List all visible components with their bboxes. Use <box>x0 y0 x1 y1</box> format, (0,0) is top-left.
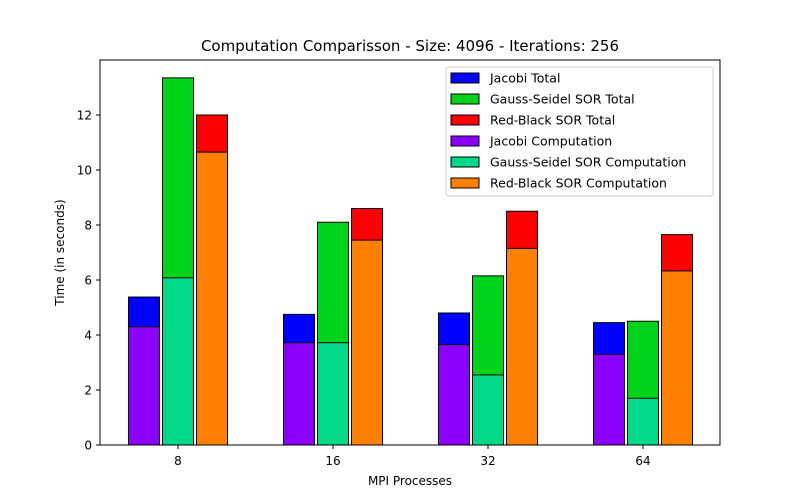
y-tick-label: 4 <box>84 329 92 343</box>
y-tick-label: 10 <box>77 164 92 178</box>
bar-red-black-sor-computation-8 <box>196 151 228 446</box>
bar-gauss-seidel-sor-computation-32 <box>472 374 504 446</box>
bar-jacobi-computation-32 <box>438 344 470 446</box>
bar-gauss-seidel-sor-computation-64 <box>627 397 659 446</box>
legend-label: Jacobi Total <box>489 71 560 86</box>
bar-jacobi-computation-16 <box>283 342 315 446</box>
y-axis: 0 2 4 6 8 10 12 <box>77 109 100 453</box>
legend-label: Red-Black SOR Total <box>490 113 615 128</box>
legend: Jacobi Total Gauss-Seidel SOR Total Red-Bl… <box>445 66 714 197</box>
x-tick-label: 64 <box>635 454 650 468</box>
y-tick-label: 12 <box>77 109 92 123</box>
plot-frame <box>99 59 721 446</box>
y-axis-label: Time (in seconds) <box>53 199 67 306</box>
legend-swatch <box>450 114 480 126</box>
x-axis: 8 16 32 64 <box>174 445 651 468</box>
y-tick-label: 6 <box>84 274 92 288</box>
legend-swatch <box>450 93 480 105</box>
chart-title: Computation Comparisson - Size: 4096 - I… <box>201 37 619 55</box>
y-tick-label: 8 <box>84 219 92 233</box>
x-tick-label: 32 <box>480 454 495 468</box>
bar-red-black-sor-computation-32 <box>506 247 538 446</box>
x-tick-label: 8 <box>174 454 182 468</box>
bar-jacobi-computation-8 <box>128 326 160 446</box>
legend-swatch <box>450 156 480 168</box>
legend-label: Jacobi Computation <box>489 134 612 149</box>
x-tick-label: 16 <box>325 454 340 468</box>
bar-jacobi-computation-64 <box>593 353 625 446</box>
bar-gauss-seidel-sor-computation-16 <box>317 342 349 446</box>
bar-gauss-seidel-sor-computation-8 <box>162 277 194 446</box>
y-tick-label: 2 <box>84 384 92 398</box>
legend-swatch <box>450 177 480 189</box>
bar-red-black-sor-computation-64 <box>661 270 693 446</box>
legend-swatch <box>450 135 480 147</box>
legend-label: Red-Black SOR Computation <box>490 176 667 191</box>
bar-red-black-sor-computation-16 <box>351 239 383 446</box>
legend-swatch <box>450 72 480 84</box>
y-tick-label: 0 <box>84 439 92 453</box>
legend-label: Gauss-Seidel SOR Total <box>490 92 635 107</box>
x-axis-label: MPI Processes <box>368 474 452 488</box>
bars-group <box>128 77 693 446</box>
legend-label: Gauss-Seidel SOR Computation <box>490 155 686 170</box>
legend-box <box>445 66 714 197</box>
